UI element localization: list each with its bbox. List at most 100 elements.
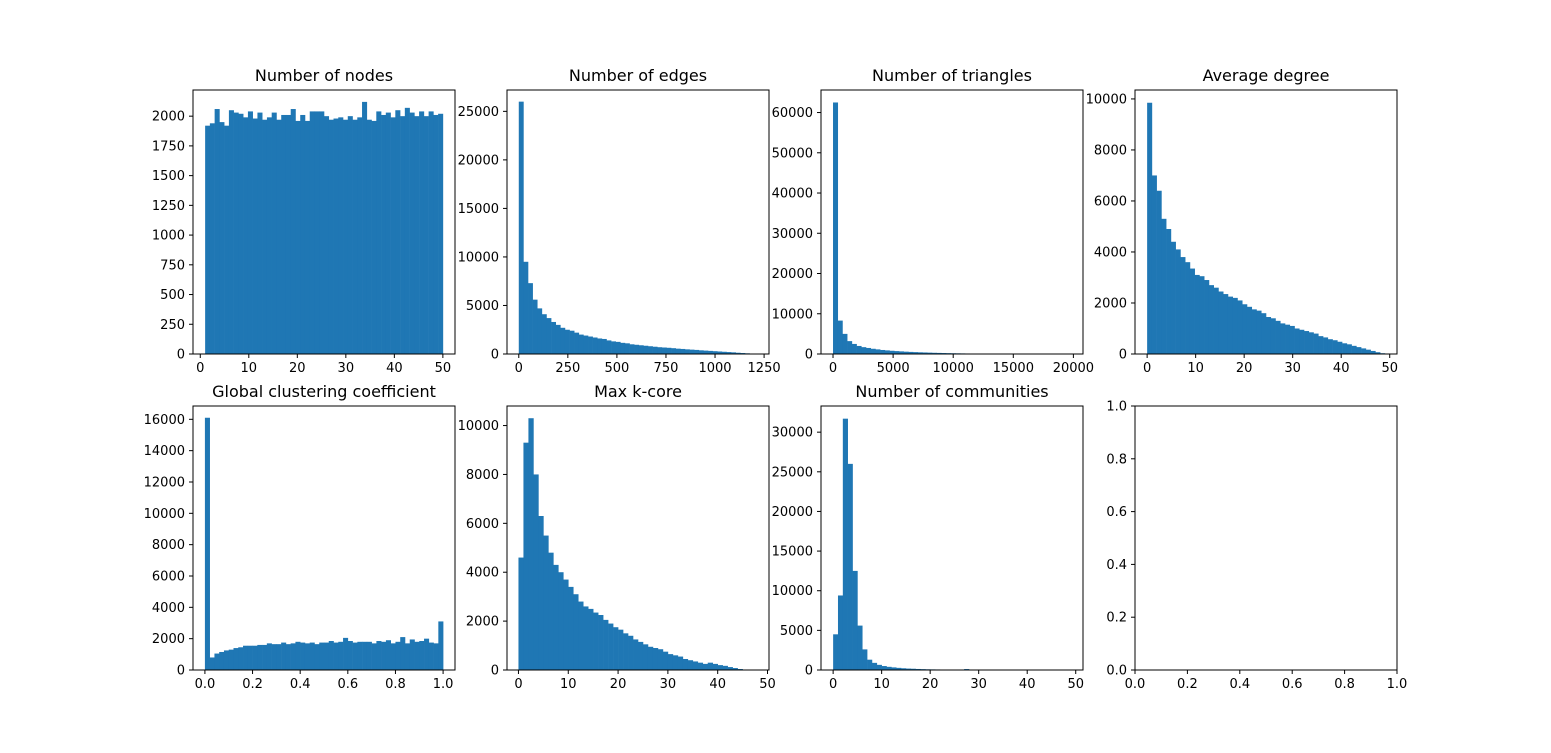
axes-frame	[1134, 405, 1398, 671]
y-tick-label: 0.2	[1106, 611, 1127, 626]
histogram-bar	[615, 341, 621, 354]
histogram-bar	[409, 639, 415, 670]
histogram-bar	[629, 344, 635, 354]
histogram-bar	[333, 118, 339, 354]
y-tick-label: 30000	[772, 227, 813, 242]
subplot-title: Average degree	[1203, 66, 1330, 85]
histogram-bar	[252, 118, 258, 354]
y-tick-label: 0.0	[1106, 664, 1127, 679]
histogram-bar	[633, 639, 639, 670]
y-tick-label: 10000	[772, 584, 813, 599]
histogram-bar	[271, 112, 277, 354]
x-tick-label: 0	[829, 361, 837, 376]
y-tick-label: 250	[160, 318, 185, 333]
histogram-bar	[1256, 310, 1262, 354]
x-tick-label: 0.4	[290, 677, 311, 692]
histogram-bar	[366, 119, 372, 354]
x-tick-label: 1.0	[1387, 677, 1408, 692]
histogram-bar	[870, 348, 876, 354]
histogram-bar	[533, 474, 539, 670]
y-tick-label: 14000	[144, 444, 185, 459]
histogram-bar	[593, 612, 599, 670]
histogram-bar	[1151, 175, 1157, 354]
histogram-bar	[717, 665, 723, 670]
y-tick-label: 1.0	[1106, 400, 1127, 415]
axes-frame	[820, 89, 1084, 355]
histogram-bar	[423, 116, 429, 354]
histogram-bar	[647, 646, 654, 670]
histogram-bar	[328, 641, 334, 670]
histogram-bar	[419, 641, 425, 670]
subplot-title: Number of nodes	[255, 66, 393, 85]
histogram-bar	[847, 341, 853, 354]
histogram-bar	[281, 114, 287, 354]
y-tick-label: 20000	[772, 267, 813, 282]
histogram-bar	[343, 637, 349, 670]
histogram-bar	[628, 635, 634, 670]
histogram-bar	[1365, 349, 1371, 354]
histogram-bar	[1161, 218, 1167, 354]
histogram-bar	[922, 352, 928, 354]
histogram-bar	[722, 665, 728, 670]
axes-frame	[820, 405, 1084, 671]
histogram-bar	[1337, 341, 1343, 354]
histogram-bar	[209, 657, 215, 670]
histogram-bar	[1232, 297, 1238, 354]
histogram-bar	[276, 119, 282, 354]
histogram-bar	[1199, 276, 1205, 354]
y-tick-label: 2000	[1094, 296, 1127, 311]
histogram-bar	[518, 101, 524, 355]
subplot-title: Max k-core	[594, 382, 682, 401]
x-tick-label: 0	[514, 677, 522, 692]
x-tick-label: 40	[709, 677, 726, 692]
histogram-bar	[563, 579, 569, 670]
histogram-bar	[905, 668, 912, 670]
x-tick-label: 0.6	[1282, 677, 1303, 692]
histogram-bar	[936, 352, 942, 354]
histogram-bar	[837, 320, 843, 354]
histogram-bar	[837, 595, 844, 670]
histogram-bar	[560, 327, 566, 354]
histogram-bar	[712, 351, 718, 354]
x-tick-label: 20	[289, 361, 306, 376]
histogram-bar	[1308, 332, 1314, 354]
histogram-bar	[381, 641, 387, 670]
histogram-bar	[1170, 241, 1176, 354]
histogram-bar	[1313, 333, 1319, 354]
histogram-bar	[1327, 339, 1333, 354]
histogram-bar	[1194, 274, 1200, 354]
y-tick-label: 1750	[152, 139, 185, 154]
histogram-bar	[1289, 325, 1295, 354]
histogram-bar	[694, 349, 700, 354]
histogram-bar	[424, 638, 430, 670]
x-tick-label: 10	[873, 677, 890, 692]
histogram-bar	[400, 637, 406, 670]
y-tick-label: 10000	[1086, 92, 1127, 107]
histogram-bar	[927, 352, 933, 354]
histogram-bar	[528, 283, 533, 354]
y-tick-label: 6000	[152, 569, 185, 584]
y-tick-label: 6000	[1094, 194, 1127, 209]
y-tick-label: 0	[491, 664, 499, 679]
histogram-bar	[300, 114, 306, 354]
histogram-bar	[623, 633, 629, 670]
x-tick-label: 40	[1019, 677, 1036, 692]
histogram-bar	[395, 641, 401, 670]
histogram-bar	[309, 642, 315, 670]
histogram-bar	[1185, 262, 1191, 354]
histogram-bar	[295, 641, 301, 670]
histogram-bar	[319, 111, 325, 354]
y-tick-label: 15000	[772, 545, 813, 560]
x-tick-label: 0.2	[1177, 677, 1198, 692]
histogram-bar	[438, 621, 444, 670]
histogram-bar	[551, 321, 557, 354]
y-tick-label: 5000	[466, 299, 499, 314]
histogram-bar	[1323, 337, 1329, 354]
histogram-bar	[1270, 318, 1276, 354]
histogram-bar	[889, 350, 895, 354]
histogram-bar	[712, 663, 718, 670]
histogram-bar	[371, 643, 377, 670]
histogram-bar	[381, 114, 387, 354]
axes-frame	[1134, 89, 1398, 355]
histogram-bar	[390, 117, 396, 354]
